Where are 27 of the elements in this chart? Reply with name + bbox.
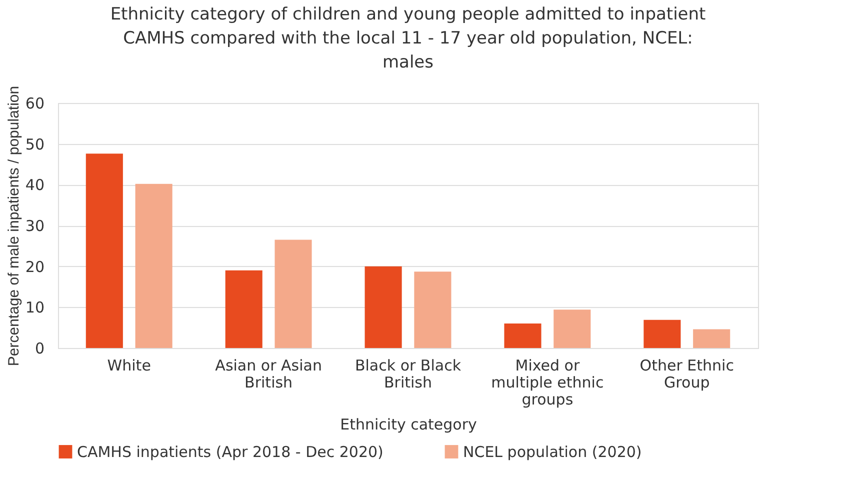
y-tick-label: 0	[34, 340, 44, 358]
legend-label: NCEL population (2020)	[463, 442, 642, 461]
bar	[504, 324, 542, 348]
bar	[644, 320, 681, 348]
y-tick-label: 10	[25, 298, 44, 317]
bar	[86, 154, 123, 348]
x-axis-title: Ethnicity category	[340, 416, 478, 434]
y-tick-label: 40	[25, 176, 44, 194]
y-tick-label: 50	[25, 135, 44, 154]
legend-label: CAMHS inpatients (Apr 2018 - Dec 2020)	[77, 442, 384, 461]
y-tick-label: 20	[25, 258, 44, 276]
bar	[554, 310, 591, 348]
y-tick-label: 30	[25, 217, 44, 235]
bar	[414, 272, 452, 348]
x-tick-label: Mixed or multiple ethnic groups	[491, 356, 604, 408]
x-tick-label: Black or Black British	[354, 356, 462, 392]
bar	[225, 270, 262, 348]
bar	[693, 329, 730, 348]
bar	[135, 184, 172, 348]
bar	[274, 240, 312, 348]
x-tick-label: Other Ethnic Group	[640, 356, 734, 392]
y-axis-title: Percentage of male inpatients / population	[5, 86, 22, 366]
x-tick-label: Asian or Asian British	[215, 356, 322, 392]
bar	[364, 266, 402, 348]
chart-title: Ethnicity category of children and young people admitted to inpatient CAMHS compared with the local 11 - 17 year old population, NCEL: males	[110, 4, 706, 72]
y-tick-label: 60	[25, 94, 44, 112]
x-tick-label: White	[107, 356, 151, 374]
